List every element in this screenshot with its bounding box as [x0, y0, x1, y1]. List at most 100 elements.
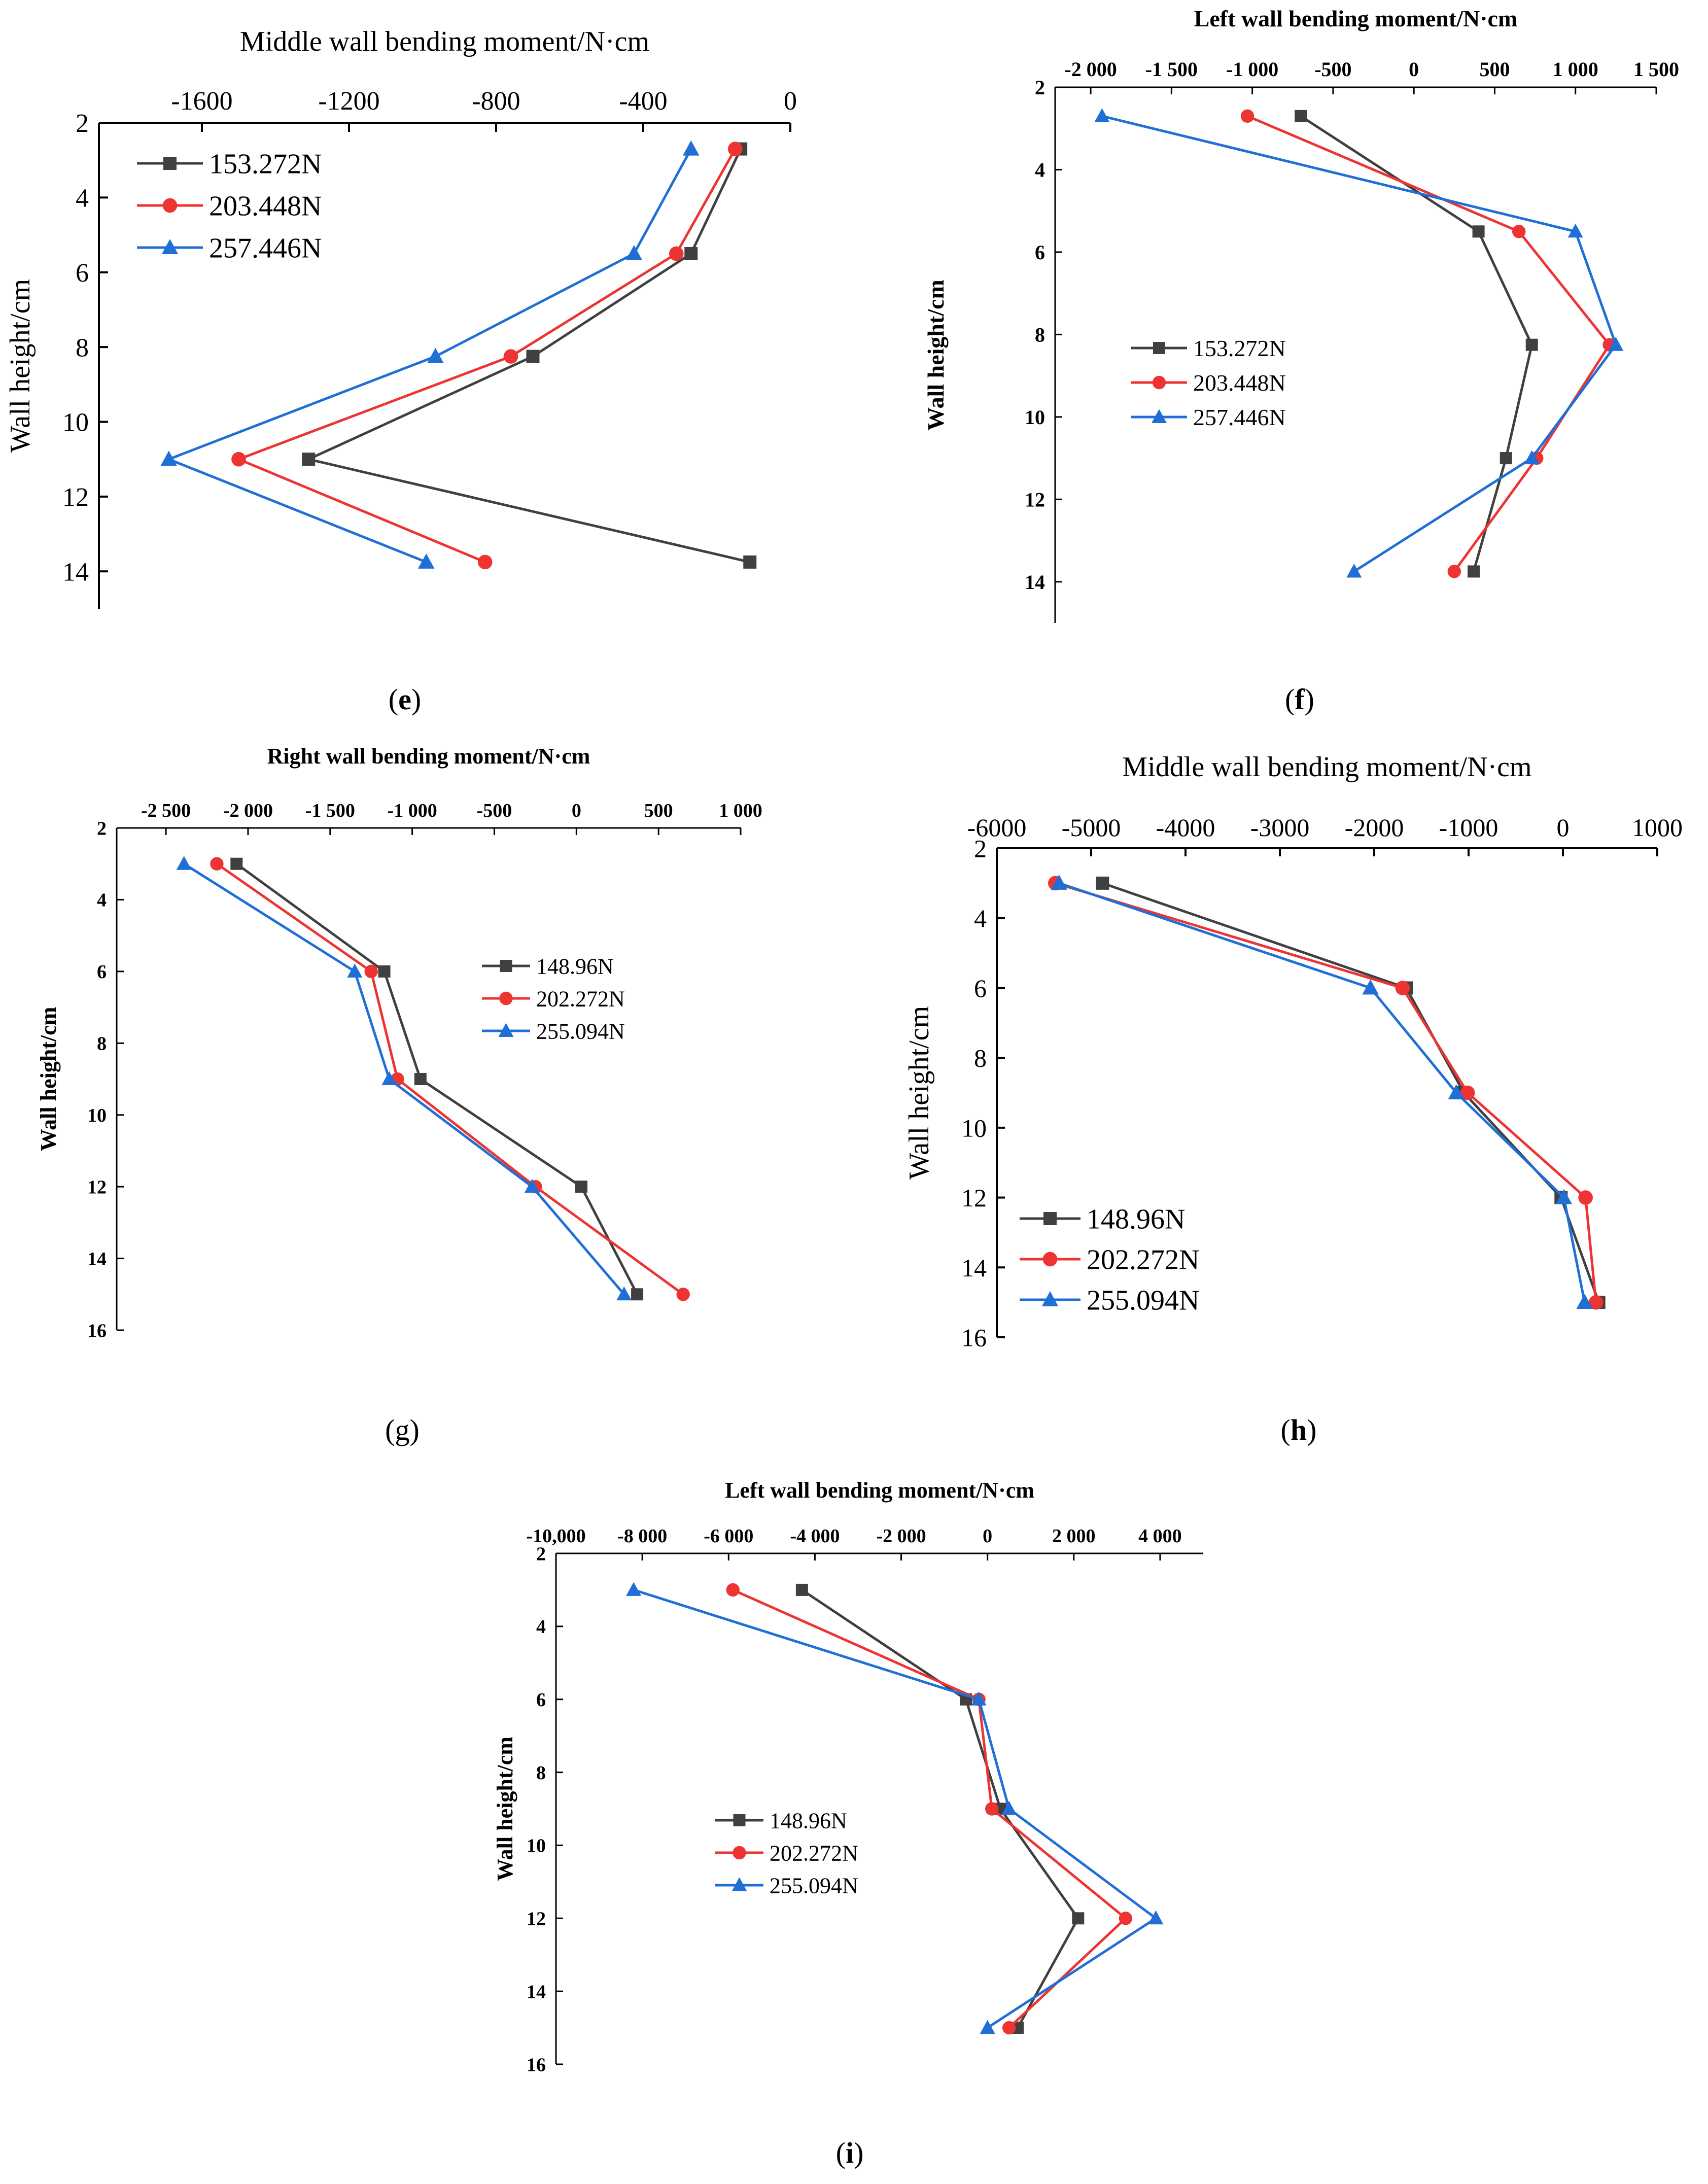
- chart-i-ytick-label: 10: [527, 1835, 546, 1857]
- chart-g-legend-entry: 202.272N: [482, 986, 625, 1011]
- chart-i-data-point: [1001, 1800, 1017, 1815]
- chart-e-data-point: [526, 350, 540, 363]
- chart-e-xtick-label: -400: [619, 87, 667, 116]
- chart-e-legend-entry: 203.448N: [137, 191, 322, 222]
- chart-e-data-point: [427, 348, 444, 363]
- chart-f-xtick-label: 1 500: [1633, 58, 1679, 81]
- chart-g-xtick-label: -1 500: [305, 800, 355, 821]
- chart-e-xtick-label: 0: [784, 87, 797, 116]
- chart-f-legend-label: 203.448N: [1193, 370, 1286, 396]
- chart-e-data-point: [231, 452, 246, 467]
- chart-e-ytick-label: 4: [76, 184, 89, 213]
- chart-f-xtick-label: -500: [1314, 58, 1351, 81]
- chart-h-series-1: [1048, 876, 1604, 1310]
- chart-g-xtick-label: -1 000: [388, 800, 437, 821]
- chart-f-data-point: [1295, 110, 1307, 122]
- chart-f-data-point: [1468, 565, 1480, 578]
- chart-g-ytick-label: 6: [97, 961, 107, 983]
- chart-e-data-point: [669, 246, 684, 261]
- chart-f-ytick-label: 12: [1025, 488, 1045, 511]
- chart-f-svg: Left wall bending moment/N·cm Wall height…: [923, 6, 1679, 623]
- chart-g-series-line: [235, 862, 639, 1295]
- chart-h-data-point: [1448, 1084, 1465, 1099]
- chart-h-data-point: [1362, 979, 1379, 995]
- chart-h-legend-entry: 202.272N: [1020, 1244, 1199, 1276]
- chart-f-legend-entry: 203.448N: [1131, 370, 1286, 396]
- chart-g-ytick-label: 2: [97, 818, 107, 839]
- chart-i-title: Left wall bending moment/N·cm: [725, 1478, 1034, 1503]
- chart-e-legend-label: 153.272N: [209, 149, 322, 180]
- chart-e-series-2: [160, 140, 700, 569]
- chart-g-series-1: [210, 857, 690, 1301]
- chart-h-legend-label: 202.272N: [1087, 1244, 1199, 1276]
- chart-e-legend-entry: 257.446N: [137, 233, 322, 264]
- chart-i-series-2: [626, 1582, 1164, 2034]
- caption-e: (e): [388, 683, 422, 716]
- chart-f-legend-marker: [1153, 342, 1165, 354]
- chart-f-xtick-label: -1 000: [1226, 58, 1278, 81]
- chart-e-ytick-label: 8: [76, 333, 89, 362]
- chart-g-data-point: [364, 964, 378, 979]
- chart-e-data-point: [683, 140, 700, 156]
- chart-i-xtick-label: 2 000: [1052, 1526, 1096, 1547]
- chart-f-series-line: [1300, 115, 1533, 572]
- chart-h-xtick-label: -5000: [1062, 813, 1121, 842]
- chart-h-legend-label: 255.094N: [1087, 1285, 1199, 1316]
- chart-i-data-point: [795, 1583, 808, 1596]
- chart-i-ytick-label: 4: [536, 1616, 546, 1638]
- chart-h-xtick-label: -6000: [967, 813, 1027, 842]
- chart-f-legend-label: 153.272N: [1193, 335, 1286, 361]
- chart-f-xtick-label: 500: [1479, 58, 1510, 81]
- chart-i-xtick-label: -4 000: [790, 1526, 840, 1547]
- chart-i-legend-label: 202.272N: [770, 1841, 858, 1865]
- chart-i-ytick-label: 16: [527, 2054, 546, 2075]
- chart-g-data-point: [414, 1073, 427, 1085]
- chart-g-ylabel: Wall height/cm: [36, 1007, 61, 1152]
- chart-g-legend-marker: [499, 991, 513, 1006]
- chart-h-legend-marker: [1043, 1212, 1057, 1225]
- chart-g-ytick-label: 10: [87, 1105, 107, 1126]
- chart-h-series-2: [1051, 874, 1593, 1309]
- chart-f-xtick-label: -1 500: [1145, 58, 1198, 81]
- chart-g-legend-label: 148.96N: [536, 954, 614, 979]
- chart-g-series-0: [230, 857, 644, 1301]
- chart-e-series-1: [231, 142, 743, 570]
- chart-i-data-point: [1072, 1912, 1085, 1925]
- chart-f-data-point: [1094, 108, 1110, 122]
- chart-h-data-point: [1588, 1295, 1604, 1310]
- chart-f-ytick-label: 8: [1035, 323, 1045, 346]
- chart-f-xtick-label: 0: [1409, 58, 1419, 81]
- chart-h-ytick-label: 2: [974, 835, 987, 863]
- caption-h: (h): [1280, 1413, 1317, 1446]
- chart-e-ylabel: Wall height/cm: [5, 279, 36, 453]
- chart-f-ytick-label: 4: [1035, 158, 1045, 181]
- chart-h-data-point: [1096, 876, 1109, 890]
- chart-h-data-point: [1051, 874, 1068, 890]
- chart-f-data-point: [1608, 337, 1624, 351]
- chart-i-legend-marker: [733, 1814, 746, 1826]
- chart-f-series-line: [1101, 115, 1618, 573]
- chart-i-data-point: [1148, 1910, 1164, 1925]
- chart-g-data-point: [381, 1071, 397, 1085]
- chart-h-title: Middle wall bending moment/N·cm: [1122, 751, 1531, 783]
- chart-e-series-0: [302, 142, 757, 569]
- chart-g-data-point: [575, 1181, 588, 1193]
- chart-e-ytick-label: 2: [76, 109, 89, 138]
- chart-f-xtick-label: -2 000: [1064, 58, 1117, 81]
- chart-i-legend-label: 148.96N: [770, 1808, 847, 1833]
- chart-h-series-line: [1058, 882, 1586, 1303]
- chart-i-data-point: [971, 1691, 987, 1706]
- chart-g-ytick-label: 4: [97, 890, 107, 911]
- chart-panel-i: Left wall bending moment/N·cm Wall height…: [457, 1471, 1268, 2184]
- chart-e-data-point: [684, 247, 698, 260]
- chart-e-title: Middle wall bending moment/N·cm: [240, 26, 649, 57]
- chart-h-data-point: [1578, 1190, 1593, 1205]
- chart-i-legend-marker: [733, 1846, 746, 1860]
- chart-h-ylabel: Wall height/cm: [903, 1006, 935, 1180]
- chart-i-data-point: [1119, 1912, 1133, 1925]
- chart-f-xtick-label: 1 000: [1553, 58, 1598, 81]
- chart-g-xtick-label: 500: [644, 800, 673, 821]
- chart-i-data-point: [985, 1802, 999, 1816]
- chart-e-data-point: [160, 450, 177, 466]
- chart-h-ytick-label: 8: [974, 1044, 987, 1072]
